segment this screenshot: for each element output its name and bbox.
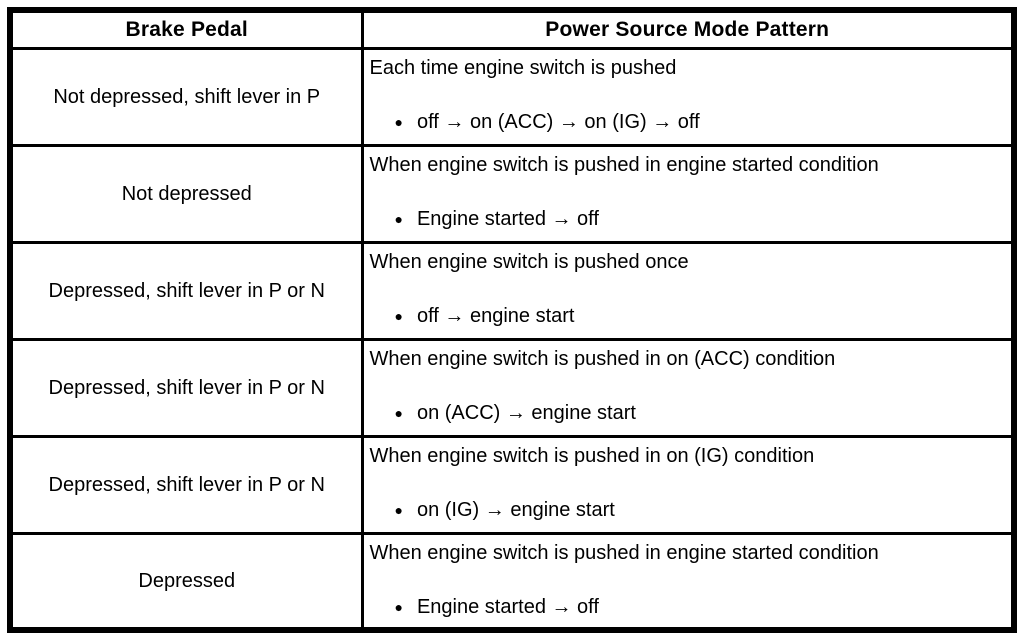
condition-text: When engine switch is pushed in engine s… bbox=[369, 153, 879, 176]
table-row: Depressed, shift lever in P or N When en… bbox=[8, 240, 1016, 341]
bullet-line: ● on (IG) → engine start bbox=[370, 498, 1008, 522]
bullet-icon: ● bbox=[394, 598, 403, 615]
bullet-icon: ● bbox=[394, 210, 403, 227]
condition-text: When engine switch is pushed in engine s… bbox=[369, 541, 879, 564]
brake-pedal-cell: Not depressed bbox=[8, 143, 364, 244]
pattern-cell-content: Each time engine switch is pushed ● off … bbox=[364, 50, 1012, 134]
pattern-text: off → engine start bbox=[416, 304, 575, 327]
pattern-cell: When engine switch is pushed in engine s… bbox=[360, 531, 1016, 632]
condition-text: When engine switch is pushed in on (ACC)… bbox=[369, 347, 836, 370]
table-row: Not depressed When engine switch is push… bbox=[8, 143, 1016, 244]
column-header-brake-pedal: Brake Pedal bbox=[8, 8, 364, 50]
bullet-icon: ● bbox=[394, 307, 403, 324]
pattern-cell-content: When engine switch is pushed in on (ACC)… bbox=[364, 341, 1012, 425]
bullet-line: ● off → engine start bbox=[370, 304, 1008, 328]
pattern-cell: When engine switch is pushed once ● off … bbox=[360, 240, 1016, 341]
bullet-line: ● off → on (ACC) → on (IG) → off bbox=[370, 110, 1008, 134]
pattern-cell: When engine switch is pushed in engine s… bbox=[360, 143, 1016, 244]
pattern-text: Engine started → off bbox=[416, 595, 599, 618]
bullet-line: ● Engine started → off bbox=[370, 207, 1008, 231]
pattern-text: on (ACC) → engine start bbox=[416, 401, 636, 424]
table-row: Depressed, shift lever in P or N When en… bbox=[8, 337, 1016, 438]
brake-pedal-cell: Depressed, shift lever in P or N bbox=[8, 337, 364, 438]
bullet-line: ● on (ACC) → engine start bbox=[370, 401, 1008, 425]
pattern-cell-content: When engine switch is pushed in on (IG) … bbox=[364, 438, 1012, 522]
pattern-text: Engine started → off bbox=[416, 207, 599, 230]
brake-pedal-cell: Depressed, shift lever in P or N bbox=[8, 240, 364, 341]
bullet-icon: ● bbox=[394, 113, 403, 130]
brake-pedal-cell: Depressed bbox=[8, 531, 364, 632]
brake-pedal-cell: Depressed, shift lever in P or N bbox=[8, 434, 364, 535]
pattern-text: on (IG) → engine start bbox=[416, 498, 615, 521]
condition-text: When engine switch is pushed in on (IG) … bbox=[369, 444, 815, 467]
table-row: Depressed When engine switch is pushed i… bbox=[8, 531, 1016, 632]
column-header-power-source-mode-pattern: Power Source Mode Pattern bbox=[360, 8, 1016, 50]
pattern-cell: When engine switch is pushed in on (ACC)… bbox=[360, 337, 1016, 438]
bullet-icon: ● bbox=[394, 404, 403, 421]
pattern-text: off → on (ACC) → on (IG) → off bbox=[416, 110, 700, 133]
pattern-cell: When engine switch is pushed in on (IG) … bbox=[360, 434, 1016, 535]
table-row: Not depressed, shift lever in P Each tim… bbox=[8, 46, 1016, 147]
pattern-cell-content: When engine switch is pushed once ● off … bbox=[364, 244, 1012, 328]
header-row: Brake Pedal Power Source Mode Pattern bbox=[8, 8, 1016, 50]
bullet-line: ● Engine started → off bbox=[370, 595, 1008, 619]
pattern-cell: Each time engine switch is pushed ● off … bbox=[360, 46, 1016, 147]
bullet-icon: ● bbox=[394, 501, 403, 518]
table-row: Depressed, shift lever in P or N When en… bbox=[8, 434, 1016, 535]
pattern-cell-content: When engine switch is pushed in engine s… bbox=[364, 147, 1012, 231]
pattern-cell-content: When engine switch is pushed in engine s… bbox=[364, 535, 1012, 619]
condition-text: Each time engine switch is pushed bbox=[369, 56, 677, 79]
condition-text: When engine switch is pushed once bbox=[369, 250, 689, 273]
power-source-mode-table: Brake Pedal Power Source Mode Pattern No… bbox=[7, 7, 1017, 633]
brake-pedal-cell: Not depressed, shift lever in P bbox=[8, 46, 364, 147]
